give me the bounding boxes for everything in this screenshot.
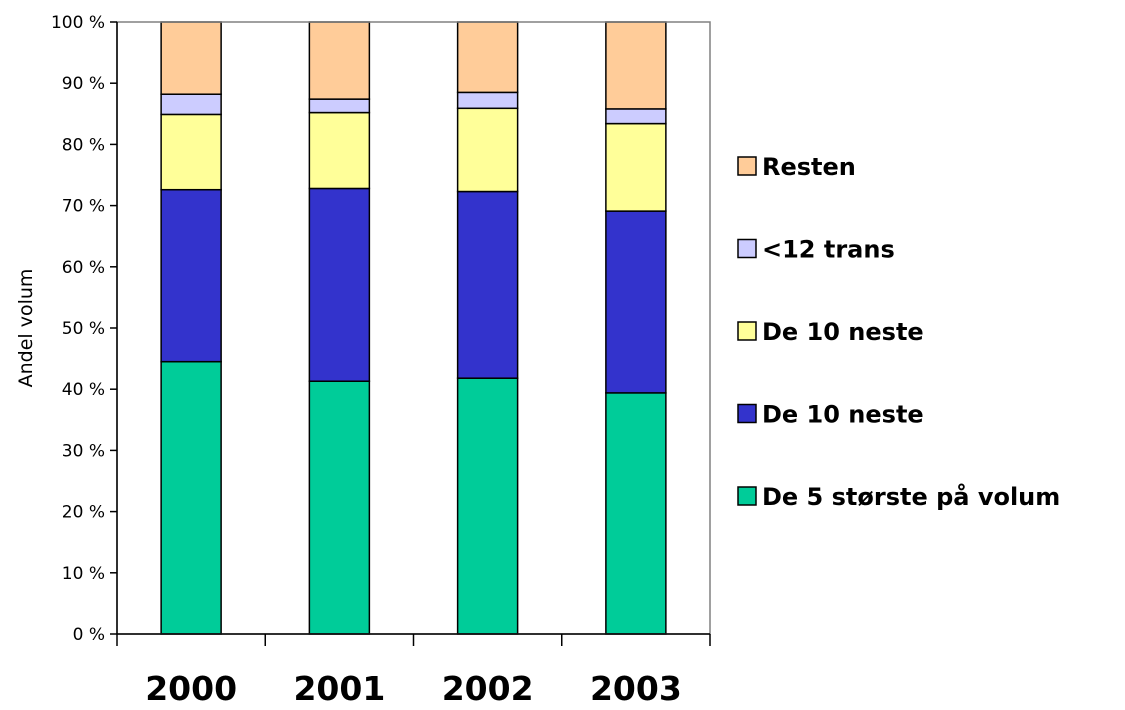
bar-segment-2002-series-4 [456, 21, 519, 94]
plot-area [160, 21, 667, 635]
bar-segment-2000-series-4 [160, 21, 222, 95]
axes: 0 % 10 % 20 % 30 % 40 % 50 % 60 % 70 % 80 % 90 % 1… [51, 13, 711, 708]
legend-swatch [737, 321, 757, 341]
legend-label: <12 trans [762, 236, 895, 264]
legend-item: Resten [737, 153, 856, 181]
bar-segment-2000-series-1 [160, 188, 222, 363]
bar-segment-2002-series-1 [456, 190, 519, 379]
bar-segment-2001-series-0 [308, 380, 371, 635]
y-tick-label: 80 % [62, 135, 105, 155]
legend-swatch [737, 238, 757, 259]
legend-label: De 5 største på volum [762, 482, 1060, 511]
legend-item: De 10 neste [737, 318, 924, 346]
legend-swatch [737, 156, 757, 176]
bar-segment-2001-series-2 [308, 111, 371, 190]
y-axis-label: Andel volum [15, 269, 37, 388]
bar-segment-2002-series-3 [456, 91, 519, 110]
legend-swatch [737, 486, 757, 506]
y-tick-label: 100 % [51, 13, 105, 33]
bar-segment-2003-series-3 [605, 108, 667, 125]
legend-label: Resten [762, 153, 856, 181]
y-tick-label: 40 % [62, 380, 105, 400]
bar-segment-2003-series-1 [605, 210, 667, 394]
bar-segment-2002-series-0 [456, 377, 519, 635]
bar-segment-2001-series-4 [308, 21, 371, 100]
bar-segment-2000-series-2 [160, 113, 222, 191]
bar-segment-2000-series-3 [160, 93, 222, 116]
y-tick-label: 60 % [62, 258, 105, 278]
bar-segment-2003-series-2 [605, 122, 667, 212]
legend-swatch [737, 403, 757, 424]
y-tick-label: 50 % [62, 319, 105, 339]
x-tick-label: 2002 [442, 669, 534, 706]
bar-segment-2000-series-0 [160, 360, 222, 635]
y-tick-label: 90 % [62, 74, 105, 94]
x-tick-label: 2003 [590, 669, 682, 706]
legend-label: De 10 neste [762, 401, 924, 429]
legend: Resten <12 trans De 10 neste De 10 neste De … [737, 153, 1060, 511]
y-tick-label: 0 % [73, 625, 105, 645]
bar-segment-2003-series-0 [605, 392, 667, 635]
legend-item: De 5 største på volum [737, 482, 1060, 511]
bar-segment-2001-series-3 [308, 98, 371, 114]
legend-item: <12 trans [737, 236, 895, 264]
bar-segment-2003-series-4 [605, 21, 667, 110]
x-tick-label: 2001 [293, 669, 385, 706]
bar-segment-2001-series-1 [308, 187, 371, 382]
legend-item: De 10 neste [737, 401, 924, 429]
y-tick-label: 30 % [62, 441, 105, 461]
y-tick-label: 70 % [62, 197, 105, 217]
y-tick-label: 10 % [62, 564, 105, 584]
y-tick-label: 20 % [62, 503, 105, 523]
legend-label: De 10 neste [762, 318, 924, 346]
bar-segment-2002-series-2 [456, 107, 519, 193]
x-tick-label: 2000 [145, 669, 237, 706]
